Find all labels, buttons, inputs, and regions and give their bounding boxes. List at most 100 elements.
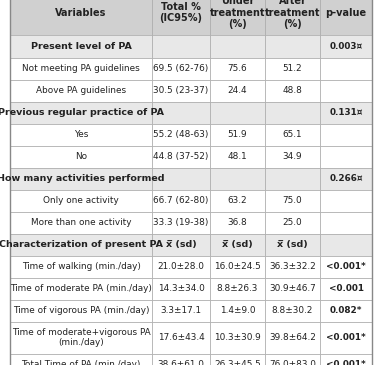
Bar — [152, 234, 210, 255]
Bar — [210, 353, 265, 365]
Text: Previous regular practice of PA: Previous regular practice of PA — [0, 108, 164, 117]
Text: Total Time of PA (min./day): Total Time of PA (min./day) — [21, 360, 141, 365]
Text: 21.0±28.0: 21.0±28.0 — [157, 262, 204, 271]
Bar — [152, 58, 210, 80]
Bar — [10, 0, 152, 35]
Bar — [320, 58, 372, 80]
Text: 0.266¤: 0.266¤ — [329, 174, 363, 183]
Text: 26.3±45.5: 26.3±45.5 — [214, 360, 261, 365]
Bar — [10, 322, 152, 353]
Text: 25.0: 25.0 — [283, 218, 302, 227]
Text: 30.9±46.7: 30.9±46.7 — [269, 284, 316, 293]
Text: 55.2 (48-63): 55.2 (48-63) — [153, 130, 209, 139]
Bar — [210, 255, 265, 277]
Bar — [320, 146, 372, 168]
Bar — [265, 101, 320, 123]
Text: 1.4±9.0: 1.4±9.0 — [220, 306, 255, 315]
Bar — [265, 80, 320, 101]
Text: 14.3±34.0: 14.3±34.0 — [158, 284, 204, 293]
Bar — [265, 277, 320, 300]
Text: Time of walking (min./day): Time of walking (min./day) — [21, 262, 141, 271]
Bar — [152, 101, 210, 123]
Text: <0.001*: <0.001* — [326, 262, 366, 271]
Text: Time of vigorous PA (min./day): Time of vigorous PA (min./day) — [13, 306, 149, 315]
Bar — [210, 80, 265, 101]
Text: Not meeting PA guidelines: Not meeting PA guidelines — [22, 64, 140, 73]
Bar — [10, 353, 152, 365]
Bar — [10, 255, 152, 277]
Text: <0.001: <0.001 — [329, 284, 364, 293]
Bar — [320, 277, 372, 300]
Text: x̅ (sd): x̅ (sd) — [222, 240, 253, 249]
Text: Only one activity: Only one activity — [43, 196, 119, 205]
Bar — [210, 123, 265, 146]
Bar — [320, 123, 372, 146]
Text: Time of moderate PA (min./day): Time of moderate PA (min./day) — [10, 284, 152, 293]
Bar — [320, 80, 372, 101]
Bar — [320, 168, 372, 189]
Bar — [10, 277, 152, 300]
Bar — [265, 0, 320, 35]
Bar — [265, 300, 320, 322]
Bar — [210, 146, 265, 168]
Bar — [265, 35, 320, 58]
Bar — [320, 300, 372, 322]
Text: More than one activity: More than one activity — [31, 218, 131, 227]
Text: Characterization of present PA: Characterization of present PA — [0, 240, 163, 249]
Text: After
treatment
(%): After treatment (%) — [265, 0, 320, 29]
Bar — [265, 234, 320, 255]
Text: 69.5 (62-76): 69.5 (62-76) — [154, 64, 209, 73]
Bar — [152, 0, 210, 35]
Text: 48.1: 48.1 — [228, 152, 248, 161]
Bar — [152, 300, 210, 322]
Text: 75.6: 75.6 — [228, 64, 247, 73]
Bar — [210, 0, 265, 35]
Bar — [152, 168, 210, 189]
Text: 30.5 (23-37): 30.5 (23-37) — [154, 86, 209, 95]
Bar — [210, 211, 265, 234]
Text: 8.8±26.3: 8.8±26.3 — [217, 284, 258, 293]
Bar — [10, 146, 152, 168]
Text: Under
treatment
(%): Under treatment (%) — [210, 0, 265, 29]
Bar — [265, 123, 320, 146]
Bar — [320, 101, 372, 123]
Bar — [210, 58, 265, 80]
Bar — [265, 353, 320, 365]
Bar — [320, 353, 372, 365]
Bar — [210, 277, 265, 300]
Text: 75.0: 75.0 — [283, 196, 302, 205]
Bar — [320, 35, 372, 58]
Bar — [10, 101, 152, 123]
Bar — [210, 300, 265, 322]
Text: 8.8±30.2: 8.8±30.2 — [272, 306, 313, 315]
Text: 0.082*: 0.082* — [330, 306, 362, 315]
Text: 0.131¤: 0.131¤ — [329, 108, 363, 117]
Bar — [152, 322, 210, 353]
Bar — [10, 35, 152, 58]
Text: 16.0±24.5: 16.0±24.5 — [214, 262, 261, 271]
Bar — [210, 168, 265, 189]
Text: 48.8: 48.8 — [283, 86, 303, 95]
Bar — [10, 211, 152, 234]
Bar — [152, 146, 210, 168]
Bar — [265, 322, 320, 353]
Bar — [152, 211, 210, 234]
Bar — [10, 168, 152, 189]
Bar — [10, 80, 152, 101]
Text: x̅ (sd): x̅ (sd) — [277, 240, 308, 249]
Bar — [152, 80, 210, 101]
Bar — [210, 35, 265, 58]
Bar — [320, 255, 372, 277]
Bar — [210, 322, 265, 353]
Bar — [152, 353, 210, 365]
Text: Yes: Yes — [74, 130, 88, 139]
Bar — [210, 189, 265, 211]
Text: 36.8: 36.8 — [228, 218, 248, 227]
Text: 51.9: 51.9 — [228, 130, 247, 139]
Text: 33.3 (19-38): 33.3 (19-38) — [153, 218, 209, 227]
Bar — [10, 234, 152, 255]
Text: Above PA guidelines: Above PA guidelines — [36, 86, 126, 95]
Text: <0.001*: <0.001* — [326, 360, 366, 365]
Text: No: No — [75, 152, 87, 161]
Bar — [152, 277, 210, 300]
